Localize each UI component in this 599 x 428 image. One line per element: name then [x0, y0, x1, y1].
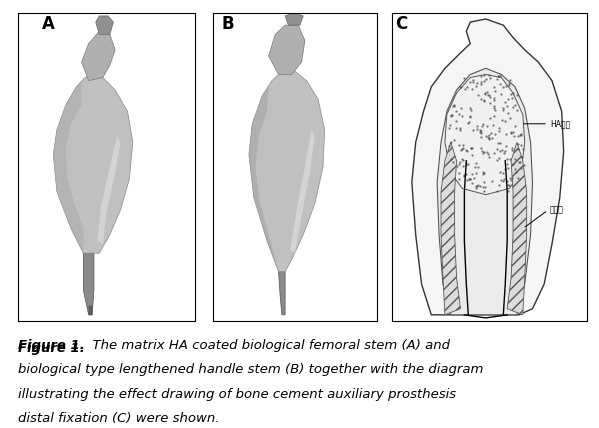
Polygon shape: [412, 19, 564, 315]
Polygon shape: [285, 13, 303, 25]
Polygon shape: [279, 272, 285, 315]
Polygon shape: [507, 142, 527, 315]
Text: 骨水泥: 骨水泥: [550, 205, 564, 214]
Polygon shape: [83, 253, 94, 315]
Text: Figure 1.: Figure 1.: [18, 342, 84, 355]
Polygon shape: [249, 71, 325, 272]
Polygon shape: [89, 306, 92, 315]
Polygon shape: [249, 87, 279, 272]
Polygon shape: [445, 74, 525, 195]
Polygon shape: [290, 130, 315, 253]
Polygon shape: [98, 136, 120, 244]
Text: distal fixation (C) were shown.: distal fixation (C) were shown.: [18, 412, 219, 425]
Polygon shape: [441, 142, 461, 315]
Polygon shape: [268, 25, 305, 74]
Polygon shape: [437, 68, 533, 315]
Text: The matrix HA coated biological femoral stem (A) and: The matrix HA coated biological femoral …: [84, 339, 450, 351]
Polygon shape: [53, 74, 133, 253]
Text: illustrating the effect drawing of bone cement auxiliary prosthesis: illustrating the effect drawing of bone …: [18, 387, 456, 401]
Polygon shape: [81, 31, 115, 80]
Text: C: C: [395, 15, 407, 33]
Text: biological type lengthened handle stem (B) together with the diagram: biological type lengthened handle stem (…: [18, 363, 483, 376]
Polygon shape: [53, 80, 83, 253]
Text: A: A: [42, 15, 55, 33]
Text: Figure 1.: Figure 1.: [18, 339, 84, 351]
Text: HA涂层: HA涂层: [550, 119, 570, 128]
Polygon shape: [96, 16, 113, 34]
Text: B: B: [222, 15, 234, 33]
